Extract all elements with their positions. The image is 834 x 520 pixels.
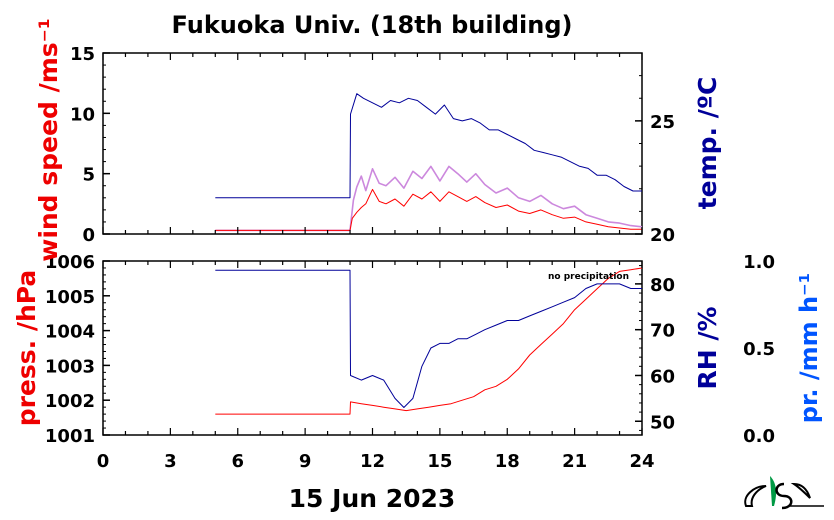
- x-axis-tick-label: 24: [629, 451, 654, 472]
- series-line-temp: [215, 93, 642, 199]
- right-axis-tick-label: 20: [650, 225, 675, 246]
- left-axis-tick-label: 5: [82, 165, 95, 186]
- series-line-wind-mean: [215, 188, 642, 231]
- right-axis-tick-label: 60: [650, 366, 675, 387]
- left-axis-tick-label: 1005: [45, 287, 95, 308]
- precip-axis-label: pr. /mm h⁻¹: [795, 273, 823, 423]
- rh-axis-label: RH /%: [693, 306, 722, 389]
- right-axis-tick-label: 25: [650, 112, 675, 133]
- left-axis-tick-label: 1006: [45, 252, 95, 273]
- pressure-axis-label: press. /hPa: [12, 270, 41, 427]
- precip-axis-tick-label: 0.0: [743, 426, 775, 447]
- date-label: 15 Jun 2023: [289, 484, 456, 513]
- left-axis-tick-label: 1003: [45, 356, 95, 377]
- precip-axis-tick-label: 1.0: [743, 252, 775, 273]
- x-axis-tick-label: 21: [562, 451, 587, 472]
- x-axis-tick-label: 18: [495, 451, 520, 472]
- wind-speed-axis-label: wind speed /ms⁻¹: [34, 18, 63, 262]
- series-line-pressure: [215, 267, 643, 415]
- left-axis-tick-label: 1001: [45, 426, 95, 447]
- x-axis-tick-label: 9: [299, 451, 312, 472]
- right-axis-tick-label: 70: [650, 321, 675, 342]
- series-line-rh: [215, 269, 642, 408]
- x-axis-tick-label: 0: [97, 451, 110, 472]
- right-axis-tick-label: 50: [650, 412, 675, 433]
- precip-axis-tick-label: 0.5: [743, 339, 775, 360]
- left-axis-tick-label: 1004: [45, 322, 95, 343]
- series-line-wind-gust: [215, 165, 643, 232]
- chart-title: Fukuoka Univ. (18th building): [172, 11, 573, 39]
- left-axis-tick-label: 10: [70, 104, 95, 125]
- right-axis-tick-label: 80: [650, 275, 675, 296]
- no-precipitation-note: no precipitation: [548, 272, 629, 282]
- left-axis-tick-label: 0: [82, 225, 95, 246]
- x-axis-tick-label: 12: [360, 451, 385, 472]
- logo-icon: [744, 476, 824, 510]
- lower-panel-frame: [102, 260, 643, 436]
- temp-axis-label: temp. /ºC: [693, 77, 722, 210]
- x-axis-tick-label: 3: [164, 451, 177, 472]
- x-axis-tick-label: 15: [427, 451, 452, 472]
- x-axis-tick-label: 6: [231, 451, 244, 472]
- left-axis-tick-label: 1002: [45, 391, 95, 412]
- left-axis-tick-label: 15: [70, 44, 95, 65]
